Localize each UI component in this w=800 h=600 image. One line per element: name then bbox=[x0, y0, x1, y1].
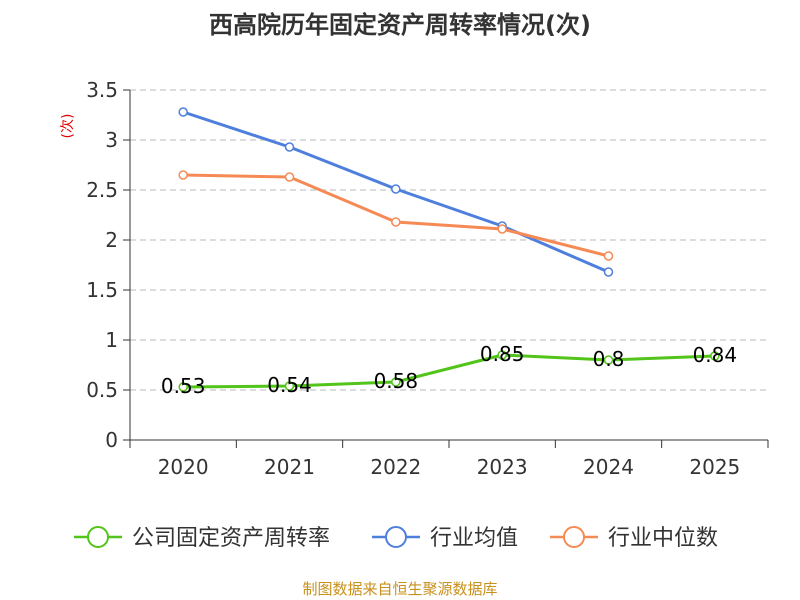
data-label: 0.58 bbox=[374, 369, 419, 393]
data-point bbox=[178, 170, 188, 180]
data-label: 0.8 bbox=[593, 347, 625, 371]
series-line bbox=[181, 353, 717, 389]
y-tick-label: 3 bbox=[105, 128, 118, 152]
y-tick-label: 2 bbox=[105, 228, 118, 252]
data-point bbox=[497, 350, 507, 360]
data-point bbox=[178, 107, 188, 117]
data-point bbox=[391, 184, 401, 194]
x-tick-label: 2023 bbox=[477, 455, 528, 479]
data-point bbox=[284, 172, 295, 182]
data-point bbox=[391, 377, 401, 387]
legend: 公司固定资产周转率 行业均值 行业中位数 bbox=[74, 526, 718, 551]
data-point bbox=[710, 351, 720, 361]
legend-marker bbox=[87, 526, 109, 548]
y-tick-label: 0 bbox=[105, 428, 118, 452]
data-label: 0.85 bbox=[480, 342, 525, 366]
series-1 bbox=[178, 107, 614, 277]
series-0 bbox=[178, 350, 720, 392]
source-note: 制图数据来自恒生聚源数据库 bbox=[302, 580, 497, 598]
legend-item: 行业均值 bbox=[372, 526, 518, 551]
legend-label: 行业中位数 bbox=[608, 526, 718, 551]
legend-item: 公司固定资产周转率 bbox=[74, 526, 330, 551]
data-point bbox=[284, 381, 295, 391]
series-layer bbox=[178, 107, 720, 392]
grid-lines bbox=[130, 89, 768, 391]
x-tick-label: 2020 bbox=[158, 455, 209, 479]
axes: 0 0.5 1 1.5 2 2.5 3 3.5 2020 2021 2022 2023 2024 2025 bbox=[86, 78, 769, 479]
x-tick-label: 2025 bbox=[689, 455, 740, 479]
data-point bbox=[603, 355, 614, 365]
data-point bbox=[284, 142, 295, 152]
x-tick-label: 2024 bbox=[583, 455, 634, 479]
data-point bbox=[178, 382, 188, 392]
y-tick-label: 3.5 bbox=[86, 78, 118, 102]
x-tick-label: 2022 bbox=[370, 455, 421, 479]
y-axis-unit-label: (次) bbox=[60, 114, 76, 139]
legend-label: 行业均值 bbox=[430, 526, 518, 551]
data-label: 0.54 bbox=[267, 373, 312, 397]
data-point bbox=[391, 217, 401, 227]
legend-item: 行业中位数 bbox=[550, 526, 718, 551]
legend-marker bbox=[385, 526, 407, 548]
y-tick-label: 1.5 bbox=[86, 278, 118, 302]
legend-marker bbox=[563, 526, 585, 548]
y-tick-label: 2.5 bbox=[86, 178, 118, 202]
data-point bbox=[603, 267, 614, 277]
data-labels: 0.53 0.54 0.58 0.85 0.8 0.84 bbox=[161, 342, 737, 398]
data-point bbox=[497, 224, 507, 234]
chart-title: 西高院历年固定资产周转率情况(次) bbox=[209, 11, 591, 39]
data-label: 0.84 bbox=[693, 343, 738, 367]
x-tick-label: 2021 bbox=[264, 455, 315, 479]
legend-label: 公司固定资产周转率 bbox=[132, 526, 330, 551]
y-tick-label: 1 bbox=[105, 328, 118, 352]
y-tick-label: 0.5 bbox=[86, 378, 118, 402]
data-label: 0.53 bbox=[161, 374, 206, 398]
data-point bbox=[603, 251, 614, 261]
series-2 bbox=[178, 170, 614, 261]
